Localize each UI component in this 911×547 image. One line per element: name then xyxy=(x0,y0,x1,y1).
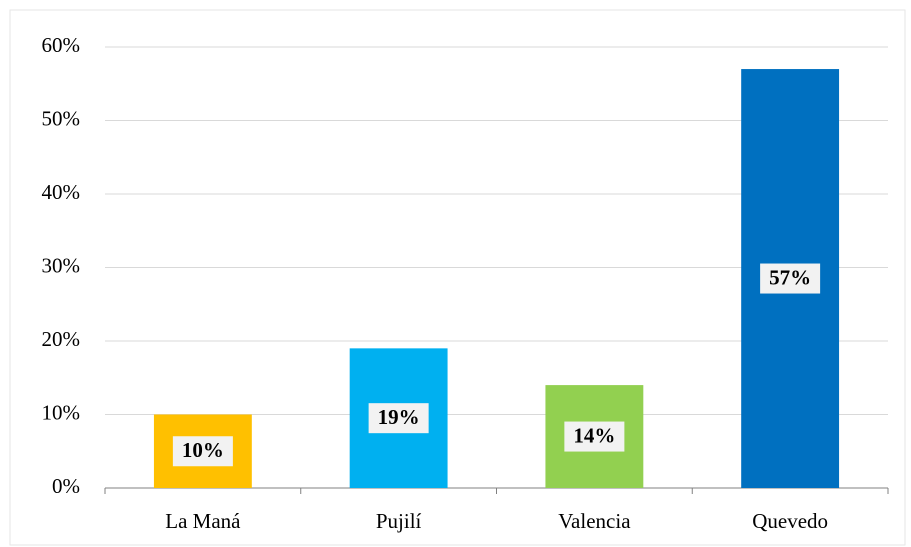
value-label-box xyxy=(760,263,821,294)
value-label: 57% xyxy=(769,265,811,289)
value-label: 14% xyxy=(573,423,615,447)
x-tick-label: Quevedo xyxy=(752,509,828,533)
y-tick-label: 10% xyxy=(42,400,81,424)
y-tick-label: 50% xyxy=(42,106,81,130)
x-tick-label: La Maná xyxy=(165,509,241,533)
y-tick-label: 60% xyxy=(42,33,81,57)
chart-border xyxy=(9,9,906,546)
y-tick-label: 30% xyxy=(42,253,81,277)
value-label-box xyxy=(564,421,625,452)
y-tick-label: 20% xyxy=(42,327,81,351)
value-label: 10% xyxy=(182,438,224,462)
y-tick-label: 40% xyxy=(42,180,81,204)
value-label: 19% xyxy=(378,405,420,429)
value-label-box xyxy=(172,436,233,467)
y-tick-label: 0% xyxy=(52,474,80,498)
x-tick-label: Pujilí xyxy=(376,509,422,533)
x-tick-label: Valencia xyxy=(558,509,631,533)
value-label-box xyxy=(368,403,429,434)
